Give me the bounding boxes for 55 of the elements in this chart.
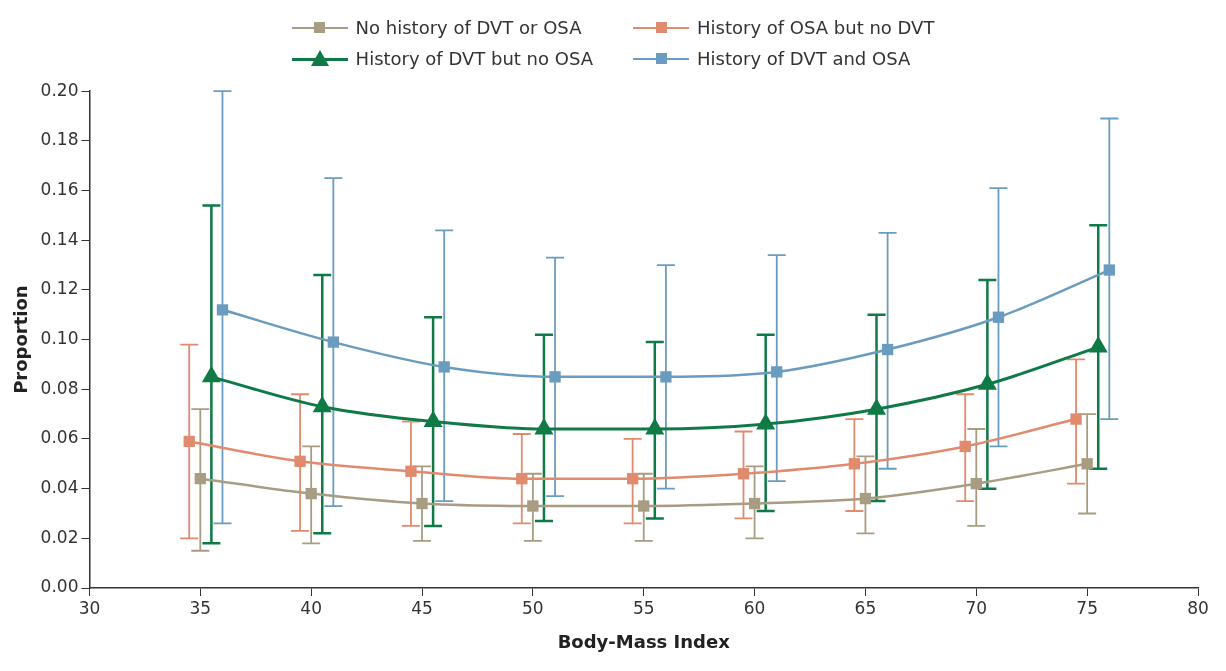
legend-label: History of OSA but no DVT <box>697 17 935 38</box>
x-tick-label: 60 <box>743 597 766 618</box>
legend-label: History of DVT but no OSA <box>355 48 593 69</box>
x-tick-label: 55 <box>632 597 655 618</box>
point <box>549 371 561 383</box>
point <box>1103 264 1115 276</box>
y-tick-label: 0.20 <box>40 79 79 100</box>
point <box>305 487 317 500</box>
legend-label: History of DVT and OSA <box>697 48 911 69</box>
y-tick-label: 0.14 <box>40 228 79 249</box>
point <box>959 440 971 453</box>
point <box>183 435 195 448</box>
point <box>881 343 894 356</box>
point <box>527 500 539 512</box>
point <box>748 497 761 510</box>
y-tick-label: 0.10 <box>40 328 79 349</box>
x-tick-label: 80 <box>1187 597 1209 618</box>
point <box>626 473 639 485</box>
y-tick-label: 0.08 <box>40 377 79 398</box>
y-tick-label: 0.02 <box>40 526 79 547</box>
point <box>294 455 306 467</box>
point <box>771 366 783 378</box>
x-axis-title: Body-Mass Index <box>557 630 731 652</box>
point <box>992 311 1005 323</box>
point <box>194 473 206 485</box>
point <box>737 468 750 480</box>
point <box>848 458 861 470</box>
point <box>327 336 339 348</box>
y-tick-label: 0.04 <box>40 477 79 498</box>
point <box>438 361 450 373</box>
y-tick-label: 0.12 <box>40 278 79 299</box>
point <box>660 371 672 383</box>
point <box>416 497 428 510</box>
x-tick-label: 75 <box>1076 597 1098 618</box>
point <box>1070 413 1082 425</box>
y-axis-title: Proportion <box>10 285 32 394</box>
point <box>1081 458 1093 470</box>
x-tick-label: 40 <box>300 597 322 618</box>
y-tick-label: 0.00 <box>40 576 79 597</box>
x-tick-label: 30 <box>78 597 101 618</box>
y-tick-label: 0.16 <box>40 178 79 199</box>
point <box>216 304 229 316</box>
legend-label: No history of DVT or OSA <box>355 17 582 38</box>
point <box>970 478 982 490</box>
point <box>638 500 650 512</box>
point <box>516 473 528 485</box>
x-tick-label: 35 <box>189 597 212 618</box>
x-tick-label: 45 <box>411 597 433 618</box>
point <box>859 492 872 505</box>
y-tick-label: 0.18 <box>40 129 79 150</box>
point <box>405 465 417 477</box>
y-tick-label: 0.06 <box>40 427 79 448</box>
x-tick-label: 65 <box>854 597 877 618</box>
x-tick-label: 70 <box>965 597 988 618</box>
x-tick-label: 50 <box>522 597 544 618</box>
